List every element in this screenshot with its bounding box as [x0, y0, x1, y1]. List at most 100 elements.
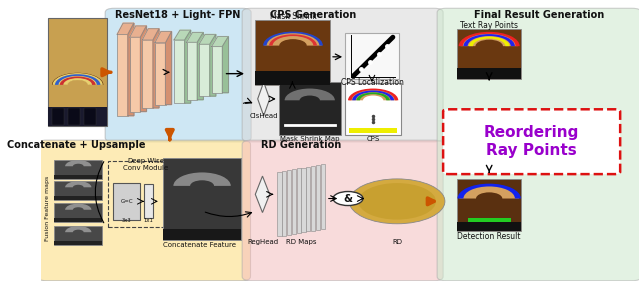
- Polygon shape: [128, 23, 134, 116]
- Text: Final Result Generation: Final Result Generation: [474, 10, 604, 20]
- Bar: [52, 108, 64, 125]
- Text: Mask Shrink: Mask Shrink: [269, 12, 316, 21]
- Bar: [174, 40, 185, 103]
- Bar: [457, 68, 522, 79]
- Bar: [54, 218, 102, 222]
- Text: &: &: [344, 193, 353, 204]
- Bar: [54, 226, 102, 245]
- Wedge shape: [356, 92, 390, 100]
- Wedge shape: [459, 32, 520, 46]
- Polygon shape: [185, 30, 191, 103]
- Circle shape: [349, 179, 445, 224]
- Polygon shape: [117, 23, 134, 34]
- Text: Reordering
Ray Points: Reordering Ray Points: [484, 125, 579, 158]
- Text: Mask Shrink Map: Mask Shrink Map: [280, 136, 339, 142]
- Wedge shape: [173, 172, 231, 186]
- Polygon shape: [210, 34, 216, 96]
- Bar: [113, 183, 140, 220]
- Wedge shape: [460, 33, 518, 46]
- Wedge shape: [65, 226, 92, 232]
- Wedge shape: [352, 91, 394, 100]
- Text: RD: RD: [392, 239, 402, 245]
- Bar: [457, 222, 522, 231]
- Polygon shape: [258, 82, 269, 116]
- Bar: [457, 179, 522, 231]
- Bar: [277, 172, 282, 236]
- Bar: [186, 42, 197, 100]
- Bar: [54, 160, 102, 179]
- Bar: [54, 175, 102, 179]
- Text: Text Ray Points: Text Ray Points: [460, 21, 518, 30]
- Bar: [68, 108, 80, 125]
- Wedge shape: [55, 74, 100, 85]
- Text: Detection Result: Detection Result: [458, 232, 521, 241]
- Bar: [108, 161, 196, 226]
- Polygon shape: [212, 37, 228, 47]
- Bar: [117, 34, 128, 116]
- Bar: [255, 71, 330, 85]
- Bar: [142, 40, 153, 108]
- Bar: [349, 128, 397, 133]
- Polygon shape: [140, 26, 147, 112]
- Text: ClsHead: ClsHead: [250, 113, 278, 119]
- Text: 1x1: 1x1: [143, 219, 153, 223]
- Wedge shape: [264, 32, 322, 46]
- Bar: [155, 43, 166, 105]
- Bar: [255, 20, 330, 85]
- Wedge shape: [348, 89, 398, 100]
- Text: CPS Localization: CPS Localization: [340, 78, 403, 87]
- Polygon shape: [199, 34, 216, 44]
- Bar: [49, 107, 107, 125]
- Wedge shape: [263, 32, 323, 46]
- Polygon shape: [174, 30, 191, 40]
- FancyBboxPatch shape: [443, 109, 620, 174]
- FancyBboxPatch shape: [242, 140, 443, 281]
- Bar: [163, 158, 241, 240]
- Text: CPS: CPS: [367, 136, 380, 142]
- Bar: [468, 218, 511, 222]
- Text: ResNet18 + Light- FPN: ResNet18 + Light- FPN: [115, 10, 241, 20]
- FancyBboxPatch shape: [242, 8, 443, 142]
- Polygon shape: [197, 32, 204, 100]
- Text: Concatenate Feature: Concatenate Feature: [163, 242, 236, 248]
- Wedge shape: [458, 184, 521, 199]
- Bar: [292, 169, 296, 234]
- Wedge shape: [52, 73, 104, 85]
- Wedge shape: [65, 204, 92, 210]
- Bar: [49, 17, 107, 125]
- Text: 3x3: 3x3: [122, 219, 132, 223]
- Wedge shape: [469, 37, 509, 46]
- Wedge shape: [60, 76, 95, 85]
- Text: Fusion Feature maps: Fusion Feature maps: [45, 176, 50, 241]
- Text: Concatenate + Upsample: Concatenate + Upsample: [6, 140, 145, 150]
- Text: G=C: G=C: [120, 199, 133, 204]
- FancyBboxPatch shape: [437, 8, 640, 281]
- Wedge shape: [463, 34, 515, 46]
- Bar: [457, 29, 522, 79]
- Polygon shape: [142, 29, 159, 40]
- Polygon shape: [255, 176, 269, 213]
- Bar: [54, 196, 102, 200]
- Bar: [311, 166, 315, 230]
- Wedge shape: [460, 184, 519, 199]
- Polygon shape: [186, 32, 204, 42]
- Bar: [54, 241, 102, 245]
- Text: Deep-Wise
Conv Module: Deep-Wise Conv Module: [124, 158, 168, 171]
- Wedge shape: [65, 160, 92, 166]
- Bar: [54, 203, 102, 222]
- Bar: [345, 33, 399, 79]
- FancyBboxPatch shape: [105, 8, 251, 142]
- Bar: [282, 171, 287, 235]
- Bar: [301, 168, 305, 232]
- Bar: [287, 170, 291, 235]
- Bar: [296, 169, 301, 233]
- Bar: [345, 83, 401, 135]
- Circle shape: [358, 183, 436, 220]
- Bar: [163, 228, 241, 240]
- Polygon shape: [223, 37, 228, 93]
- Circle shape: [333, 191, 363, 206]
- Polygon shape: [155, 32, 172, 43]
- Bar: [199, 44, 210, 96]
- Bar: [306, 167, 310, 231]
- Wedge shape: [52, 73, 103, 85]
